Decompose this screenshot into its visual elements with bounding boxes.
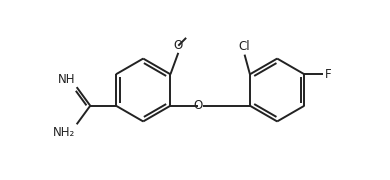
Text: O: O xyxy=(174,39,183,52)
Text: NH: NH xyxy=(57,73,75,86)
Text: F: F xyxy=(325,68,332,81)
Text: Cl: Cl xyxy=(239,40,250,53)
Text: O: O xyxy=(193,99,203,112)
Text: NH₂: NH₂ xyxy=(53,126,75,139)
